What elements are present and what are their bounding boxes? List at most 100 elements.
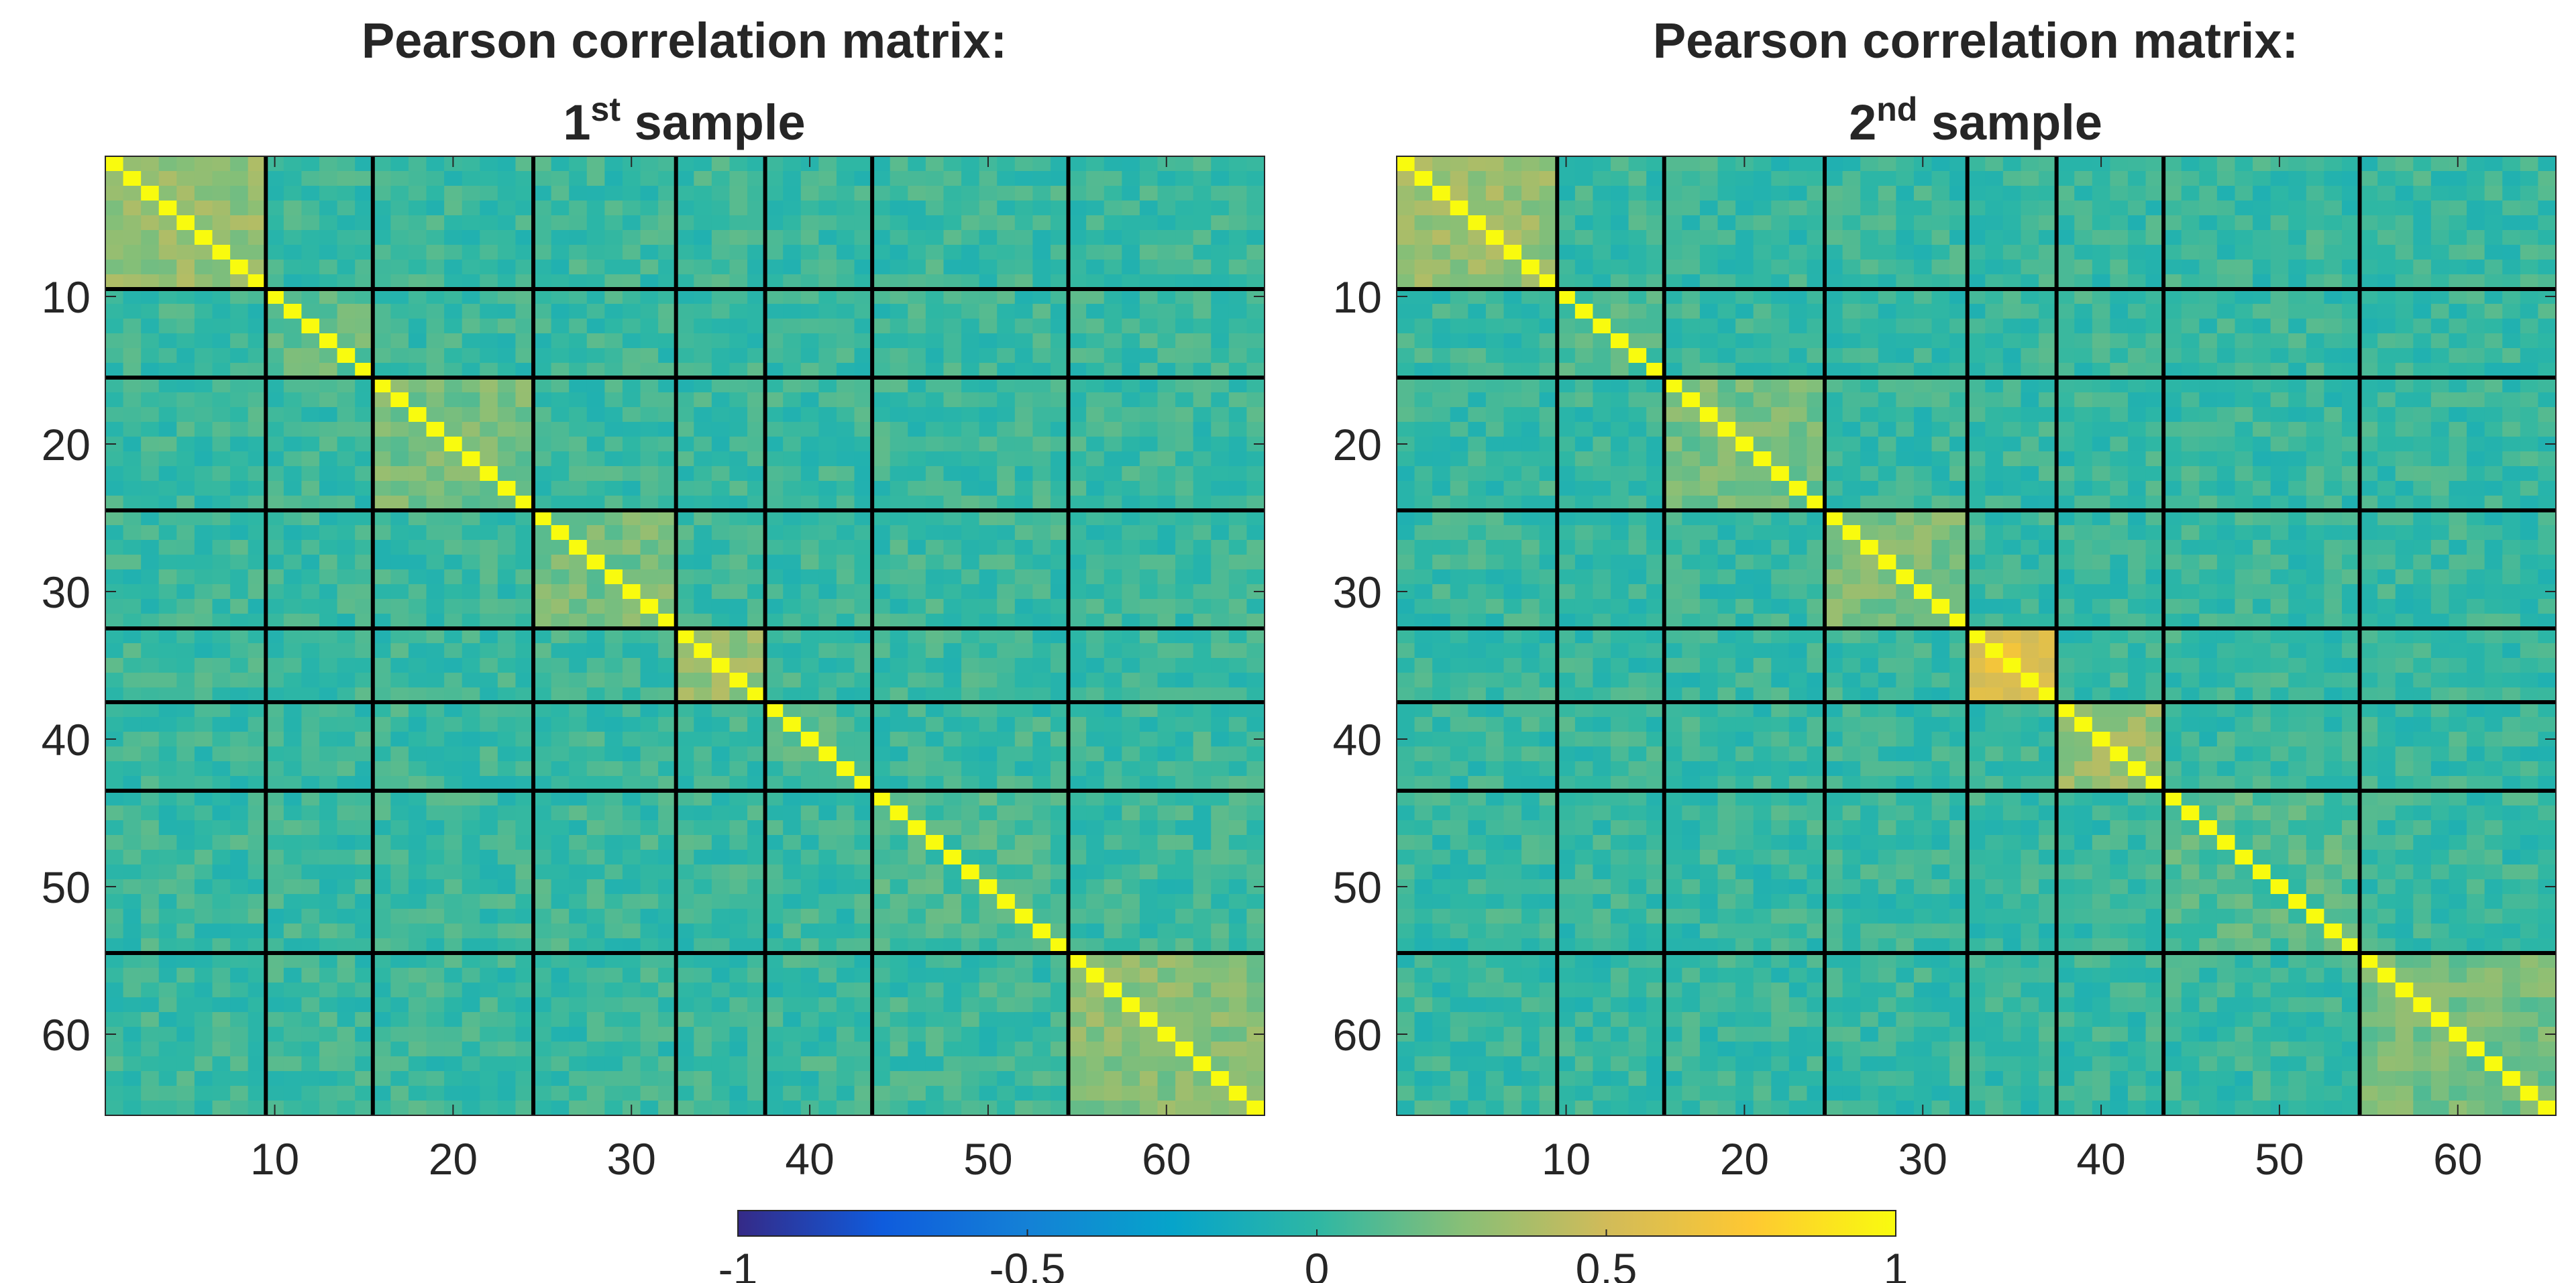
heatmap-cell	[515, 1042, 534, 1057]
heatmap-cell	[1771, 260, 1790, 275]
heatmap-cell	[676, 643, 694, 659]
heatmap-cell	[2127, 289, 2147, 304]
heatmap-cell	[854, 702, 873, 718]
heatmap-cell	[426, 599, 445, 614]
heatmap-cell	[694, 673, 712, 688]
heatmap-cell	[551, 260, 570, 275]
heatmap-cell	[1193, 864, 1212, 880]
heatmap-cell	[2341, 260, 2361, 275]
heatmap-cell	[551, 1101, 570, 1116]
heatmap-cell	[800, 997, 819, 1013]
heatmap-cell	[908, 378, 926, 393]
heatmap-cell	[1228, 496, 1248, 511]
heatmap-cell	[818, 525, 837, 541]
heatmap-cell	[337, 938, 356, 954]
heatmap-cell	[462, 791, 480, 806]
heatmap-cell	[1050, 894, 1069, 909]
heatmap-cell	[1397, 230, 1415, 245]
heatmap-cell	[800, 953, 819, 968]
heatmap-cell	[908, 864, 926, 880]
heatmap-cell	[533, 1027, 552, 1042]
heatmap-cell	[230, 924, 249, 939]
heatmap-cell	[497, 820, 517, 836]
heatmap-cell	[872, 820, 891, 836]
heatmap-cell	[444, 333, 463, 349]
heatmap-cell	[2270, 201, 2289, 216]
heatmap-cell	[480, 510, 498, 526]
heatmap-cell	[1068, 938, 1087, 954]
heatmap-cell	[123, 1027, 142, 1042]
heatmap-cell	[729, 260, 748, 275]
heatmap-cell	[533, 614, 552, 629]
heatmap-cell	[2306, 171, 2324, 186]
heatmap-cell	[515, 392, 534, 408]
heatmap-cell	[248, 437, 266, 452]
heatmap-cell	[2359, 215, 2378, 231]
heatmap-cell	[979, 392, 998, 408]
heatmap-cell	[997, 732, 1016, 747]
heatmap-cell	[1068, 304, 1087, 319]
heatmap-cell	[1139, 186, 1159, 201]
heatmap-cell	[551, 378, 570, 393]
heatmap-cell	[1825, 260, 1843, 275]
heatmap-cell	[1699, 186, 1719, 201]
heatmap-cell	[747, 201, 766, 216]
heatmap-cell	[1122, 599, 1140, 614]
heatmap-cell	[694, 555, 712, 570]
heatmap-cell	[1432, 245, 1451, 260]
heatmap-cell	[212, 201, 231, 216]
heatmap-cell	[1104, 481, 1122, 496]
heatmap-cell	[248, 525, 266, 541]
heatmap-cell	[2306, 156, 2324, 172]
heatmap-cell	[1949, 289, 1968, 304]
heatmap-cell	[1014, 319, 1033, 334]
heatmap-cell	[141, 614, 160, 629]
heatmap-cell	[158, 466, 177, 482]
heatmap-cell	[676, 658, 694, 673]
heatmap-cell	[141, 569, 160, 585]
heatmap-cell	[765, 274, 784, 290]
heatmap-cell	[462, 201, 480, 216]
heatmap-cell	[854, 835, 873, 850]
heatmap-cell	[1139, 171, 1159, 186]
heatmap-cell	[569, 953, 588, 968]
heatmap-cell	[1842, 171, 1861, 186]
heatmap-cell	[497, 215, 517, 231]
heatmap-cell	[426, 584, 445, 600]
heatmap-cell	[426, 525, 445, 541]
heatmap-cell	[1139, 879, 1159, 895]
heatmap-cell	[1139, 363, 1159, 378]
heatmap-cell	[818, 333, 837, 349]
heatmap-cell	[2520, 201, 2539, 216]
heatmap-cell	[961, 879, 980, 895]
heatmap-cell	[1246, 761, 1265, 777]
heatmap-cell	[497, 1042, 517, 1057]
heatmap-cell	[105, 378, 124, 393]
heatmap-cell	[961, 1056, 980, 1072]
heatmap-cell	[551, 466, 570, 482]
heatmap-cell	[569, 274, 588, 290]
heatmap-cell	[1967, 215, 1986, 231]
heatmap-cell	[2270, 215, 2289, 231]
heatmap-cell	[390, 953, 409, 968]
heatmap-cell	[747, 805, 766, 821]
heatmap-cell	[515, 496, 534, 511]
heatmap-cell	[1032, 791, 1051, 806]
heatmap-cell	[158, 643, 177, 659]
heatmap-cell	[497, 746, 517, 762]
heatmap-cell	[123, 791, 142, 806]
heatmap-cell	[1050, 805, 1069, 821]
heatmap-cell	[729, 879, 748, 895]
heatmap-cell	[426, 1027, 445, 1042]
heatmap-cell	[1068, 510, 1087, 526]
heatmap-cell	[158, 599, 177, 614]
heatmap-cell	[123, 894, 142, 909]
heatmap-cell	[194, 1056, 213, 1072]
heatmap-cell	[2074, 304, 2093, 319]
heatmap-cell	[979, 658, 998, 673]
heatmap-cell	[729, 1071, 748, 1086]
heatmap-cell	[890, 1101, 908, 1116]
heatmap-cell	[462, 599, 480, 614]
heatmap-cell	[765, 260, 784, 275]
heatmap-cell	[1032, 924, 1051, 939]
